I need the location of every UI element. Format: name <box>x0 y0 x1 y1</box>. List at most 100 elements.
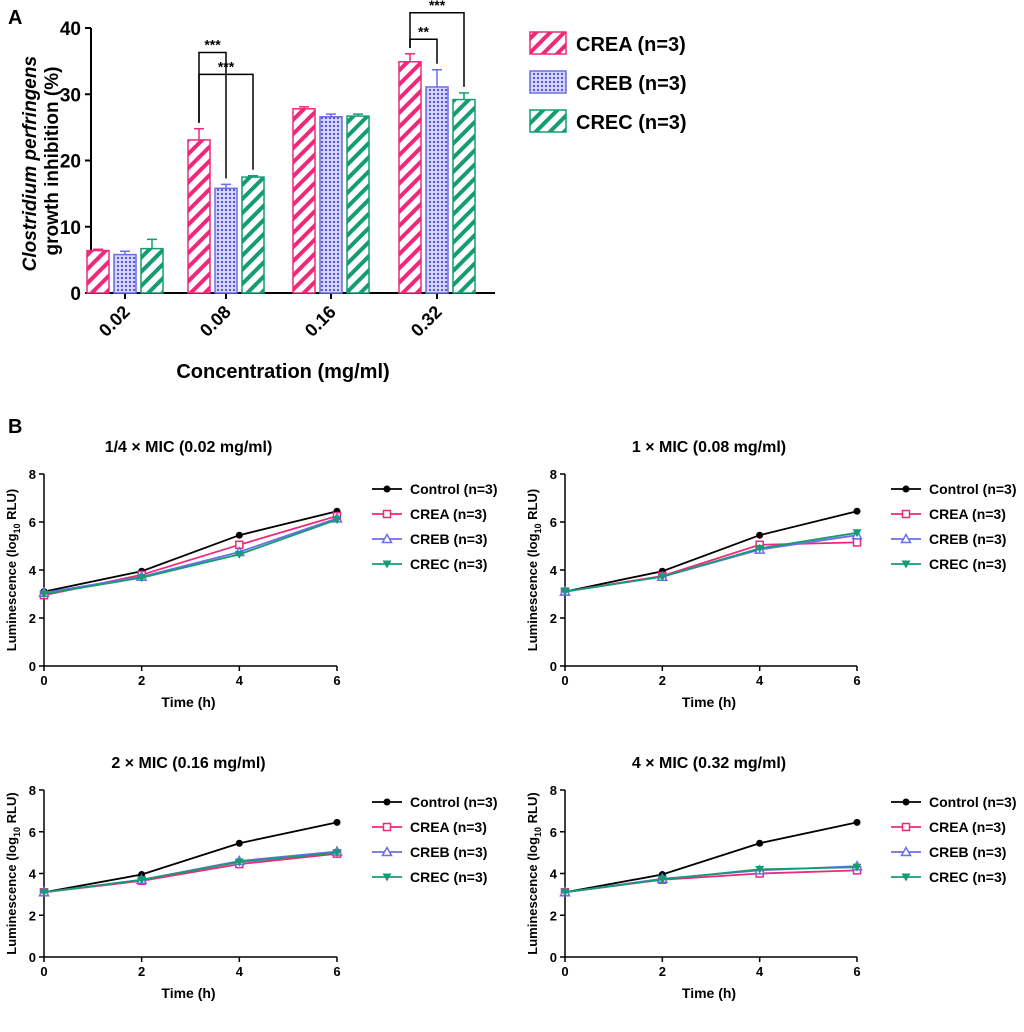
legend-label: CREA (n=3) <box>576 34 686 56</box>
data-point <box>234 550 244 559</box>
legend-marker <box>902 798 910 806</box>
legend-marker <box>901 822 911 832</box>
y-axis-title: Luminescence (log10 RLU) <box>525 792 543 954</box>
bar <box>398 61 422 294</box>
series-line <box>43 851 338 894</box>
legend-label: CREB (n=3) <box>929 531 1006 547</box>
y-tick-label: 6 <box>550 825 557 840</box>
panel-b-label: B <box>8 416 22 438</box>
bar <box>292 108 316 294</box>
y-axis-title-sub: 10 <box>533 827 543 837</box>
legend-label: CREA (n=3) <box>929 819 1006 835</box>
legend-label: CREC (n=3) <box>410 869 487 885</box>
y-tick-label: 8 <box>550 467 557 482</box>
legend-label: CREB (n=3) <box>576 73 687 95</box>
x-tick-label: 4 <box>236 964 244 979</box>
x-tick-label: 0 <box>561 673 568 688</box>
y-tick-label: 2 <box>550 611 557 626</box>
legend-label: CREA (n=3) <box>410 506 487 522</box>
x-tick-label: 4 <box>236 673 244 688</box>
y-axis-title-part: RLU) <box>4 489 19 524</box>
data-point <box>853 818 861 826</box>
data-point <box>755 544 765 553</box>
y-axis-title: Luminescence (log10 RLU) <box>525 489 543 651</box>
y-tick-label: 0 <box>29 659 36 674</box>
chart-title: 4 × MIC (0.32 mg/ml) <box>632 755 786 772</box>
y-tick-label: 8 <box>29 467 36 482</box>
bar <box>140 247 164 294</box>
y-axis-title-sub: 10 <box>12 523 22 533</box>
data-point <box>235 531 243 539</box>
x-tick-label: 6 <box>333 673 340 688</box>
x-tick-label: 0.32 <box>407 302 446 341</box>
y-axis-title-sub: 10 <box>533 523 543 533</box>
y-axis-title: Luminescence (log10 RLU) <box>4 792 22 954</box>
y-tick-label: 10 <box>60 218 81 239</box>
y-tick-label: 0 <box>550 659 557 674</box>
data-point <box>333 818 341 826</box>
data-point <box>755 865 765 874</box>
significance-label: *** <box>429 0 446 13</box>
x-tick-label: 4 <box>756 964 764 979</box>
series-line <box>564 531 858 593</box>
y-axis-title-part: RLU) <box>525 489 540 524</box>
x-tick-label: 6 <box>853 673 860 688</box>
x-tick-label: 0.08 <box>196 302 235 341</box>
x-tick-label: 2 <box>659 673 666 688</box>
legend-label: CREB (n=3) <box>410 844 487 860</box>
legend-label: CREC (n=3) <box>929 556 1006 572</box>
legend-label: CREB (n=3) <box>929 844 1006 860</box>
panel-a-ylabel-italic: Clostridium perfringens <box>20 56 41 271</box>
data-point <box>234 858 244 867</box>
legend-label: Control (n=3) <box>929 481 1017 497</box>
legend-swatch <box>529 70 567 94</box>
line-charts: 1/4 × MIC (0.02 mg/ml) 0 2 4 6 8 0 2 4 6 Time (h) L… <box>4 439 1017 1001</box>
y-tick-label: 2 <box>29 611 36 626</box>
legend-label: Control (n=3) <box>410 481 498 497</box>
y-tick-label: 0 <box>29 950 36 965</box>
legend-label: CREA (n=3) <box>410 819 487 835</box>
legend-label: CREB (n=3) <box>410 531 487 547</box>
significance-bracket <box>409 12 465 87</box>
series-line <box>43 517 338 594</box>
y-tick-label: 4 <box>550 563 558 578</box>
x-tick-label: 0 <box>40 964 47 979</box>
chart-title: 2 × MIC (0.16 mg/ml) <box>111 755 265 772</box>
series-line <box>43 518 338 595</box>
series-line <box>564 510 858 593</box>
x-tick-label: 2 <box>138 964 145 979</box>
y-tick-label: 6 <box>29 515 36 530</box>
data-point <box>39 888 49 897</box>
data-point <box>332 849 342 858</box>
x-tick-label: 0.16 <box>301 302 340 341</box>
bar <box>319 116 343 294</box>
data-point <box>852 863 862 872</box>
bar <box>214 187 238 294</box>
line-chart-2: 1 × MIC (0.08 mg/ml) 0 2 4 6 8 0 2 4 6 Time (h) Lum… <box>525 439 1017 710</box>
legend-marker <box>381 532 393 544</box>
legend-marker <box>382 822 392 832</box>
panel-a-label: A <box>8 7 22 29</box>
legend-marker <box>901 560 911 569</box>
x-tick-label: 2 <box>659 964 666 979</box>
x-axis-title: Time (h) <box>682 694 736 710</box>
y-tick-label: 4 <box>29 867 37 882</box>
bar <box>86 249 110 294</box>
y-tick-label: 0 <box>70 284 81 305</box>
legend-marker <box>383 798 391 806</box>
y-tick-label: 20 <box>60 152 81 173</box>
y-tick-label: 0 <box>550 950 557 965</box>
x-tick-label: 6 <box>853 964 860 979</box>
data-point <box>756 839 764 847</box>
x-axis-title: Time (h) <box>161 694 215 710</box>
data-point <box>137 574 147 583</box>
y-axis-title: Luminescence (log10 RLU) <box>4 489 22 651</box>
legend-marker <box>382 560 392 569</box>
significance-label: ** <box>418 23 429 39</box>
bar <box>241 176 265 294</box>
legend-marker <box>900 532 912 544</box>
line-chart-1: 1/4 × MIC (0.02 mg/ml) 0 2 4 6 8 0 2 4 6 Time (h) L… <box>4 439 498 710</box>
y-tick-label: 8 <box>29 783 36 798</box>
legend-marker <box>902 485 910 493</box>
y-axis-title-part: RLU) <box>525 792 540 827</box>
